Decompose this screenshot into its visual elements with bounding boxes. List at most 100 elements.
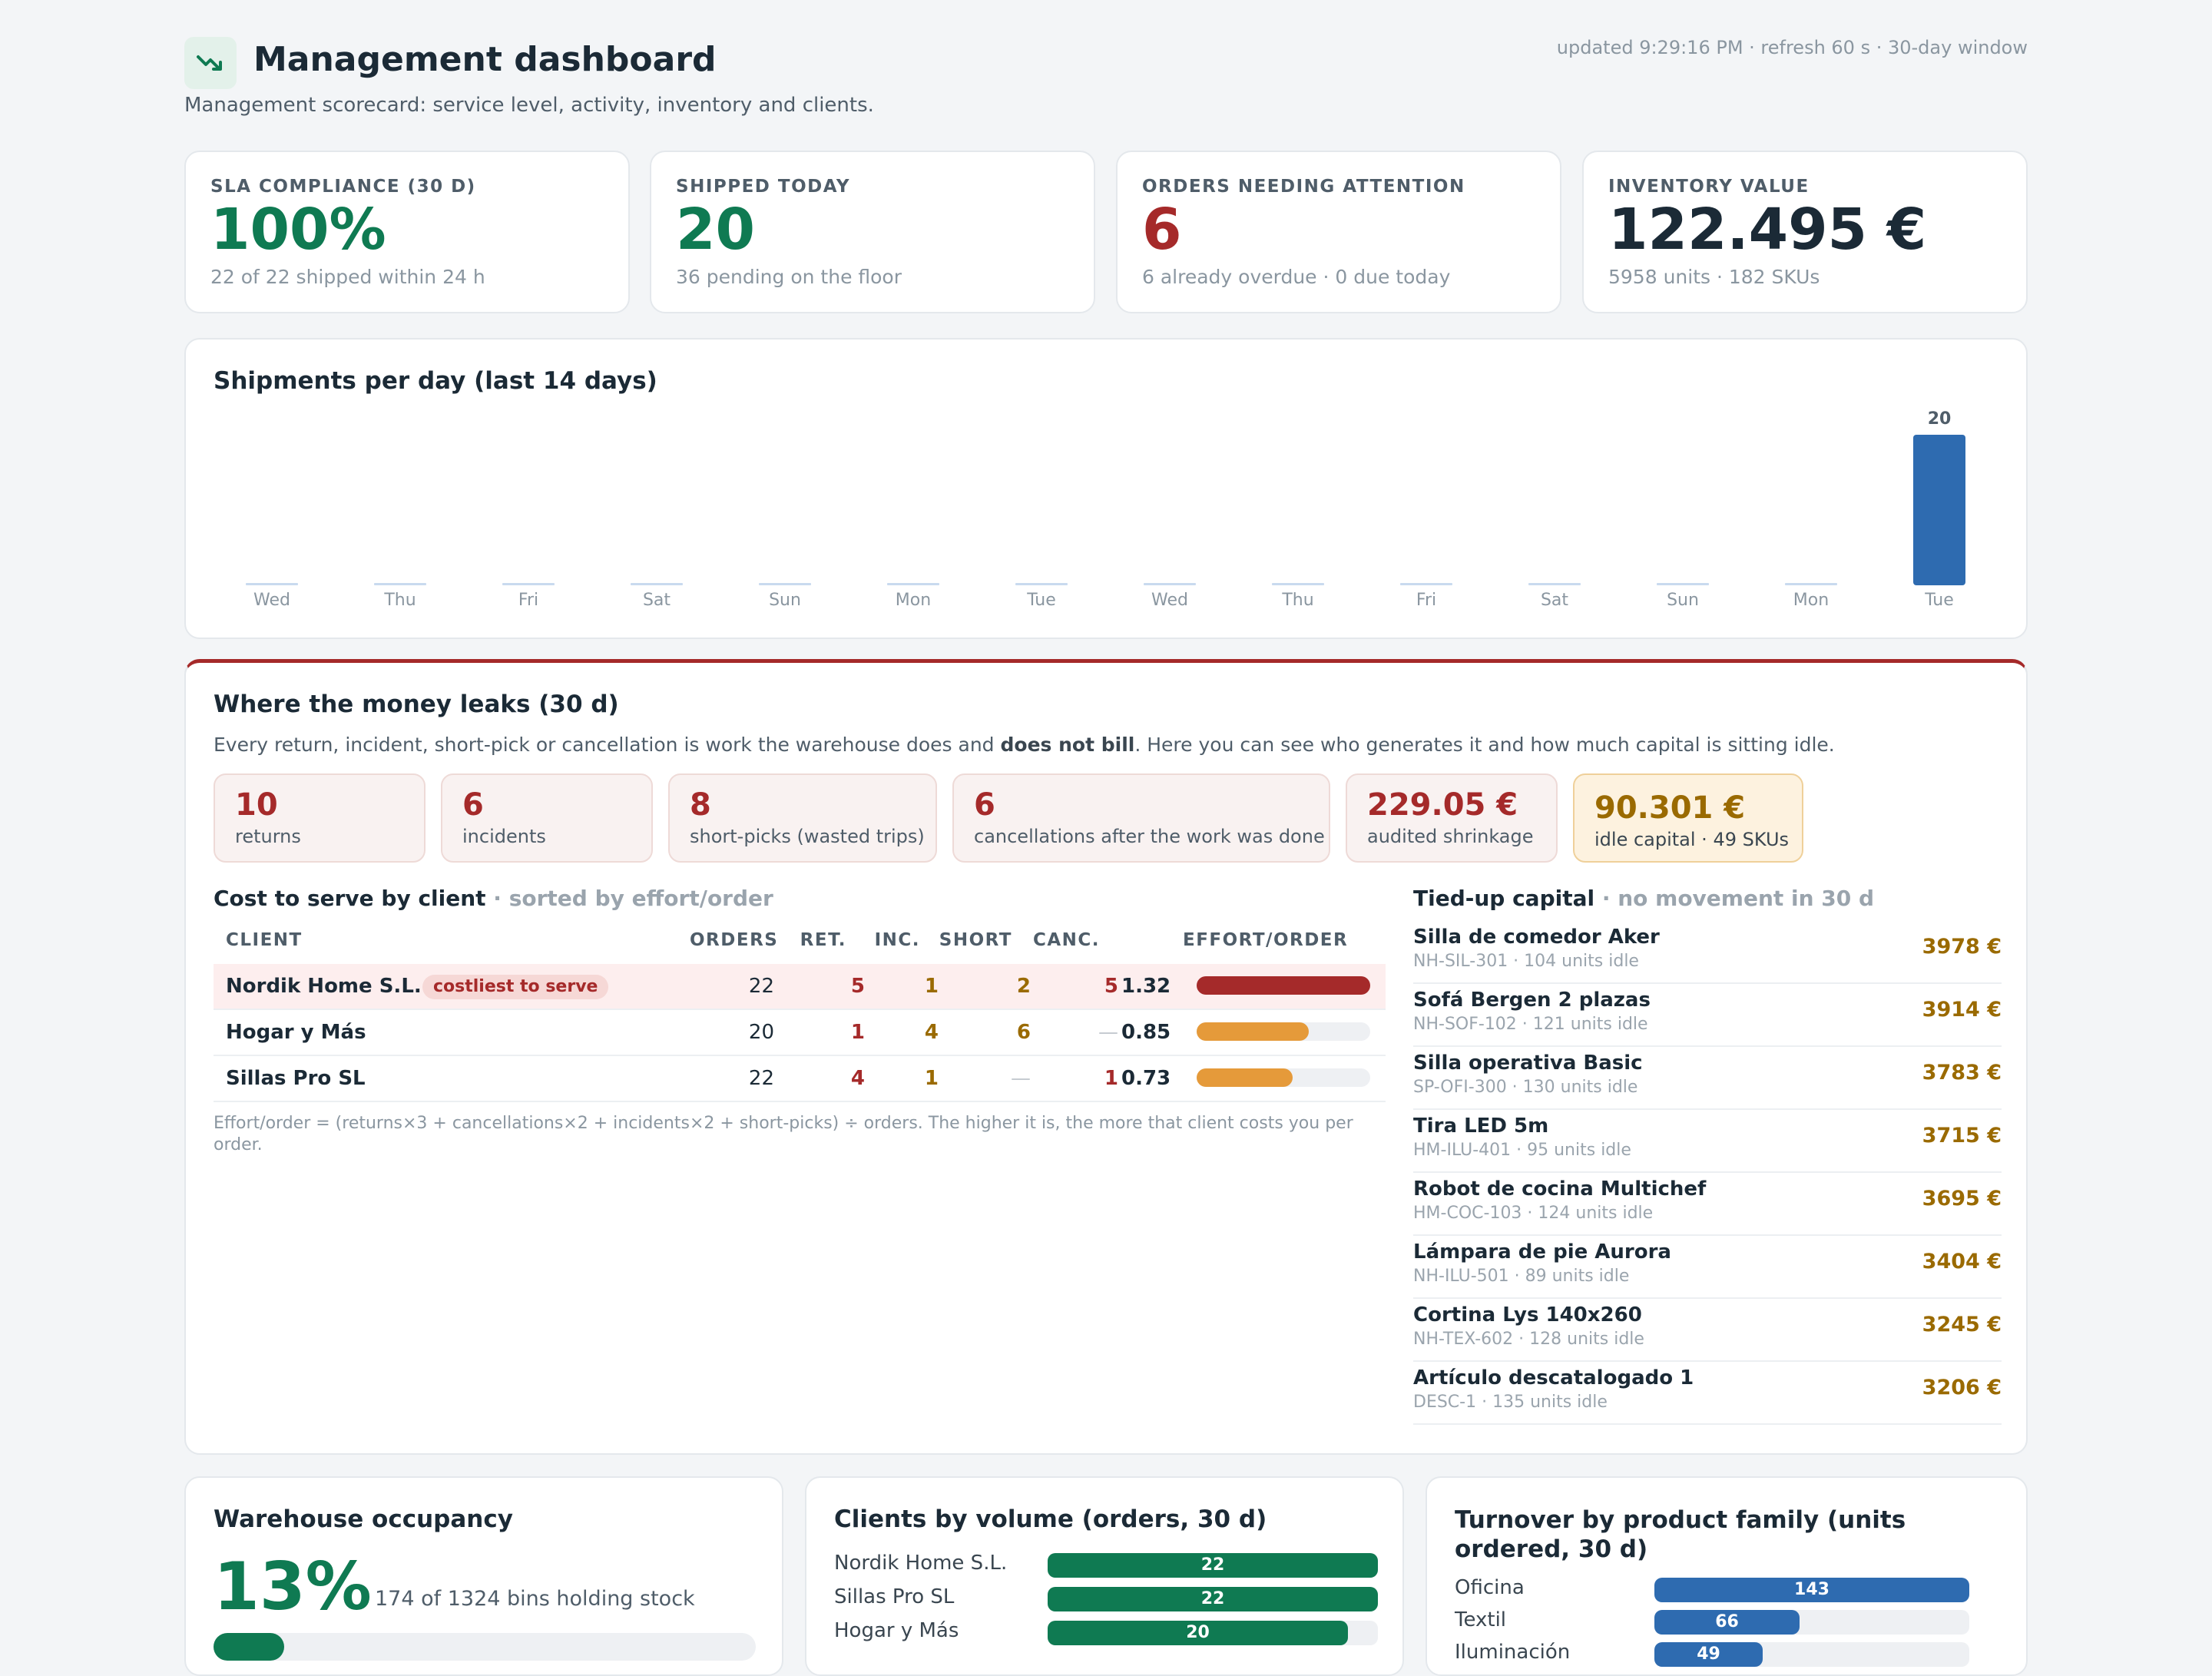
col-header-cancellations[interactable]: CANC. (1032, 930, 1100, 950)
cancellations-count: 1 (1104, 1067, 1118, 1090)
effort-bar (1197, 1022, 1370, 1041)
table-row[interactable]: Nordik Home S.L. costliest to serve 22 5… (214, 964, 1386, 1010)
leak-stat-short-picks: 8 short-picks (wasted trips) (668, 773, 937, 863)
refresh-status: updated 9:29:16 PM · refresh 60 s · 30-d… (1556, 37, 2028, 58)
capital-list-item[interactable]: Lámpara de pie Aurora NH-ILU-501 · 89 uni… (1413, 1236, 2002, 1299)
product-name: Tira LED 5m (1413, 1115, 1549, 1138)
bar-label: Hogar y Más (834, 1619, 959, 1642)
section-title: Where the money leaks (30 d) (214, 691, 619, 718)
kpi-card-orders-attention[interactable]: ORDERS NEEDING ATTENTION 6 6 already ove… (1116, 151, 1561, 313)
occupancy-card: Warehouse occupancy 13% 174 of 1324 bins… (184, 1476, 783, 1676)
bar-value-label: 20 (1928, 409, 1952, 429)
leak-stat-idle-capital: 90.301 € idle capital · 49 SKUs (1573, 773, 1803, 863)
x-tick-label: Fri (518, 591, 538, 610)
card-title: Warehouse occupancy (214, 1505, 513, 1533)
chart-bar[interactable] (1913, 435, 1965, 585)
chart-bar[interactable] (1144, 583, 1196, 585)
capital-list-item[interactable]: Artículo descatalogado 1 DESC-1 · 135 uni… (1413, 1362, 2002, 1425)
kpi-label: SLA COMPLIANCE (30 D) (210, 177, 476, 197)
product-name: Sofá Bergen 2 plazas (1413, 989, 1651, 1012)
shipments-chart-card: Shipments per day (last 14 days) Wed Thu F… (184, 338, 2028, 639)
col-header-orders[interactable]: ORDERS (690, 930, 779, 950)
bar-fill: 143 (1654, 1578, 1969, 1602)
kpi-label: SHIPPED TODAY (676, 177, 850, 197)
bar-track: 49 (1654, 1642, 1969, 1667)
cost-to-serve-title: Cost to serve by client · sorted by effo… (214, 886, 773, 911)
bar-fill: 66 (1654, 1610, 1800, 1635)
returns-count: 4 (850, 1067, 865, 1090)
leak-stat-returns: 10 returns (214, 773, 426, 863)
status-badge: costliest to serve (422, 975, 609, 999)
idle-capital-value: 3404 € (1922, 1250, 2002, 1274)
chart-bar[interactable] (374, 583, 426, 585)
x-tick-label: Mon (896, 591, 931, 610)
x-tick-label: Fri (1416, 591, 1436, 610)
returns-count: 5 (850, 975, 865, 998)
kpi-card-sla: SLA COMPLIANCE (30 D) 100% 22 of 22 ship… (184, 151, 630, 313)
incidents-count: 1 (924, 975, 939, 998)
x-tick-label: Tue (1026, 591, 1056, 610)
client-name: Nordik Home S.L. (226, 975, 422, 998)
product-name: Cortina Lys 140x260 (1413, 1303, 1642, 1327)
effort-bar (1197, 976, 1370, 995)
capital-list-item[interactable]: Silla de comedor Aker NH-SIL-301 · 104 un… (1413, 921, 2002, 984)
col-header-incidents[interactable]: INC. (874, 930, 920, 950)
col-header-short[interactable]: SHORT (939, 930, 1012, 950)
card-title: Turnover by product family (units ordered… (1455, 1506, 1906, 1563)
x-tick-label: Sun (1667, 591, 1699, 610)
bar-fill: 49 (1654, 1642, 1763, 1667)
product-sku-idle: HM-ILU-401 · 95 units idle (1413, 1141, 1631, 1160)
kpi-note: 22 of 22 shipped within 24 h (210, 266, 485, 288)
effort-value: 0.73 (1121, 1067, 1171, 1090)
turnover-card: Turnover by product family (units ordered… (1426, 1476, 2028, 1676)
col-header-client[interactable]: CLIENT (226, 930, 303, 950)
chart-bar[interactable] (1272, 583, 1324, 585)
short-count: 6 (1016, 1021, 1031, 1044)
chart-bar[interactable] (1657, 583, 1709, 585)
table-row[interactable]: Hogar y Más 20 1 4 6 — 0.85 (214, 1010, 1386, 1056)
capital-list-item[interactable]: Silla operativa Basic SP-OFI-300 · 130 un… (1413, 1047, 2002, 1110)
effort-bar-fill (1197, 976, 1370, 995)
chart-bar[interactable] (631, 583, 683, 585)
product-sku-idle: NH-ILU-501 · 89 units idle (1413, 1267, 1630, 1286)
chart-bar[interactable] (246, 583, 298, 585)
capital-list-item[interactable]: Tira LED 5m HM-ILU-401 · 95 units idle 371… (1413, 1110, 2002, 1173)
chart-bar[interactable] (1785, 583, 1837, 585)
chart-bar[interactable] (759, 583, 811, 585)
returns-count: 1 (850, 1021, 865, 1044)
chart-bar[interactable] (887, 583, 939, 585)
bar-track: 20 (1048, 1621, 1378, 1645)
col-header-returns[interactable]: RET. (800, 930, 846, 950)
capital-list-item[interactable]: Robot de cocina Multichef HM-COC-103 · 12… (1413, 1173, 2002, 1236)
product-sku-idle: HM-COC-103 · 124 units idle (1413, 1204, 1654, 1223)
capital-list-item[interactable]: Cortina Lys 140x260 NH-TEX-602 · 128 unit… (1413, 1299, 2002, 1362)
kpi-value: 122.495 € (1608, 197, 1927, 263)
product-name: Lámpara de pie Aurora (1413, 1240, 1671, 1264)
idle-capital-value: 3206 € (1922, 1376, 2002, 1399)
col-header-effort[interactable]: EFFORT/ORDER (1183, 930, 1349, 950)
chart-bar[interactable] (1528, 583, 1581, 585)
capital-list-item[interactable]: Sofá Bergen 2 plazas NH-SOF-102 · 121 uni… (1413, 984, 2002, 1047)
bar-label: Nordik Home S.L. (834, 1552, 1008, 1575)
clients-volume-card: Clients by volume (orders, 30 d) Nordik … (805, 1476, 1404, 1676)
incidents-count: 4 (924, 1021, 939, 1044)
product-sku-idle: NH-SOF-102 · 121 units idle (1413, 1015, 1648, 1034)
product-sku-idle: SP-OFI-300 · 130 units idle (1413, 1078, 1638, 1097)
cancellations-count: 5 (1104, 975, 1118, 998)
bar-track: 22 (1048, 1553, 1378, 1578)
shipments-bar-chart: Wed Thu Fri Sat Sun Mon Tue Wed Thu Fri Sat Sun Mon T… (246, 409, 1965, 610)
card-title: Clients by volume (orders, 30 d) (834, 1505, 1267, 1533)
chart-bar[interactable] (502, 583, 555, 585)
kpi-note: 36 pending on the floor (676, 266, 902, 288)
x-tick-label: Thu (1281, 591, 1313, 610)
table-row[interactable]: Sillas Pro SL 22 4 1 — 1 0.73 (214, 1056, 1386, 1102)
kpi-label: ORDERS NEEDING ATTENTION (1142, 177, 1465, 197)
money-leaks-card: Where the money leaks (30 d) Every retur… (184, 659, 2028, 1455)
kpi-value: 20 (676, 197, 755, 263)
chart-bar[interactable] (1015, 583, 1068, 585)
chart-bar[interactable] (1400, 583, 1452, 585)
page-header: Management dashboard Management scorecar… (184, 34, 2028, 126)
occupancy-value: 13% (214, 1548, 372, 1625)
x-tick-label: Wed (253, 591, 290, 610)
kpi-note: 6 already overdue · 0 due today (1142, 266, 1451, 288)
